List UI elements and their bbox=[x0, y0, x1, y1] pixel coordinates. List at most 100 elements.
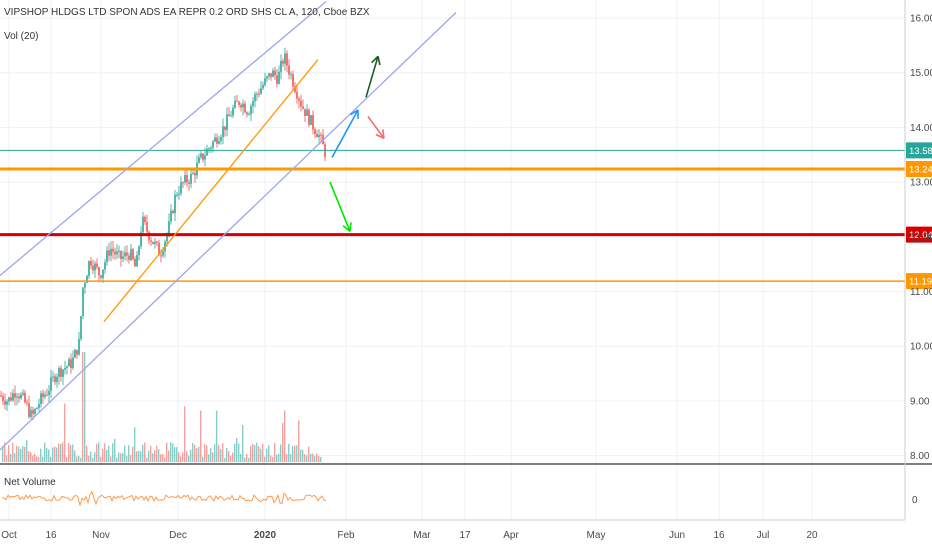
candle-body bbox=[204, 155, 206, 160]
volume-bar bbox=[266, 448, 268, 462]
candle-body bbox=[106, 250, 108, 263]
volume-bar bbox=[38, 456, 40, 462]
candle-body bbox=[112, 248, 114, 252]
volume-bar bbox=[294, 445, 296, 462]
level-price-tag bbox=[906, 160, 932, 177]
volume-bar bbox=[248, 457, 250, 462]
candle-body bbox=[318, 134, 320, 138]
price-axis: 16.00 15.00 14.00 13.00 12.00 11.00 10.00 9.00 8… bbox=[904, 0, 932, 520]
volume-bar bbox=[216, 410, 218, 462]
volume-bar bbox=[148, 450, 150, 462]
candle-body bbox=[58, 368, 60, 377]
y-tick-label: 13.00 bbox=[910, 178, 932, 189]
volume-bar bbox=[166, 442, 168, 462]
volume-bar bbox=[304, 454, 306, 462]
candle-body bbox=[104, 262, 106, 270]
volume-bar bbox=[68, 443, 70, 462]
volume-bar bbox=[292, 446, 294, 462]
candle-body bbox=[2, 396, 4, 401]
candle-body bbox=[4, 400, 6, 405]
x-tick-label: 2020 bbox=[254, 530, 277, 541]
candle-body bbox=[108, 250, 110, 256]
volume-bar bbox=[176, 447, 178, 462]
arrow-head bbox=[349, 109, 359, 116]
candle-body bbox=[90, 261, 92, 266]
candle-body bbox=[52, 376, 54, 378]
volume-bar bbox=[114, 438, 116, 462]
volume-bar bbox=[104, 443, 106, 462]
candle-body bbox=[78, 338, 80, 355]
candle-body bbox=[30, 410, 32, 417]
y-tick-label: 9.00 bbox=[910, 396, 930, 407]
net-volume-line bbox=[1, 490, 327, 506]
candle-body bbox=[300, 100, 302, 107]
candle-body bbox=[74, 349, 76, 358]
candle-body bbox=[50, 377, 52, 392]
volume-bar bbox=[134, 427, 136, 462]
volume-bar bbox=[88, 456, 90, 462]
candle-body bbox=[212, 141, 214, 148]
candle-body bbox=[198, 157, 200, 163]
x-tick-label: 16 bbox=[713, 530, 725, 541]
arrow-shaft bbox=[365, 56, 379, 98]
volume-bar bbox=[46, 447, 48, 462]
volume-bar bbox=[100, 456, 102, 462]
volume-bar bbox=[86, 445, 88, 462]
volume-bar bbox=[80, 457, 82, 462]
candle-body bbox=[20, 394, 22, 399]
candle-body bbox=[250, 106, 252, 115]
candle-body bbox=[24, 392, 26, 403]
candle-body bbox=[8, 397, 10, 402]
candle-body bbox=[114, 251, 116, 255]
candle-body bbox=[28, 403, 30, 417]
arrow-head bbox=[349, 222, 352, 232]
candle-body bbox=[182, 182, 184, 184]
candle-body bbox=[320, 134, 322, 136]
volume-bar bbox=[302, 449, 304, 462]
arrow-head bbox=[371, 55, 379, 64]
volume-bar bbox=[198, 446, 200, 462]
candle-body bbox=[150, 240, 152, 242]
volume-bar bbox=[186, 451, 188, 462]
candle-body bbox=[236, 100, 238, 102]
volume-bar bbox=[230, 455, 232, 462]
candle-body bbox=[26, 402, 28, 404]
candle-body bbox=[316, 133, 318, 138]
candle-body bbox=[264, 78, 266, 86]
level-price-label: 13.58 bbox=[909, 146, 932, 157]
candle-body bbox=[184, 175, 186, 183]
candle-body bbox=[256, 93, 258, 95]
volume-bar bbox=[90, 451, 92, 462]
candle-body bbox=[98, 267, 100, 276]
candle-body bbox=[234, 100, 236, 108]
volume-bar bbox=[12, 442, 14, 462]
candle-body bbox=[32, 410, 34, 414]
volume-bar bbox=[192, 442, 194, 462]
candle-body bbox=[314, 129, 316, 134]
candle-body bbox=[46, 394, 48, 396]
volume-bar bbox=[154, 450, 156, 462]
volume-bar bbox=[252, 443, 254, 462]
volume-bar bbox=[110, 456, 112, 462]
volume-bar bbox=[316, 453, 318, 462]
volume-bar bbox=[174, 447, 176, 462]
candle-body bbox=[176, 194, 178, 196]
volume-bar bbox=[170, 442, 172, 462]
arrow-shaft bbox=[331, 109, 359, 158]
volume-bar bbox=[276, 454, 278, 462]
volume-bar bbox=[314, 455, 316, 462]
volume-bar bbox=[288, 443, 290, 462]
level-price-label: 12.04 bbox=[909, 230, 932, 241]
time-axis: Oct 16 Nov Dec 2020 Feb Mar 17 Apr May Jun 16 Jul 20 bbox=[0, 519, 905, 541]
candle-body bbox=[94, 263, 96, 271]
candle-body bbox=[156, 241, 158, 243]
candle-body bbox=[270, 73, 272, 78]
volume-bar bbox=[72, 444, 74, 462]
volume-bar bbox=[48, 449, 50, 462]
volume-bar bbox=[54, 446, 56, 462]
volume-bar bbox=[256, 442, 258, 462]
volume-bar bbox=[282, 422, 284, 462]
candle-body bbox=[272, 70, 274, 78]
candle-body bbox=[190, 173, 192, 184]
